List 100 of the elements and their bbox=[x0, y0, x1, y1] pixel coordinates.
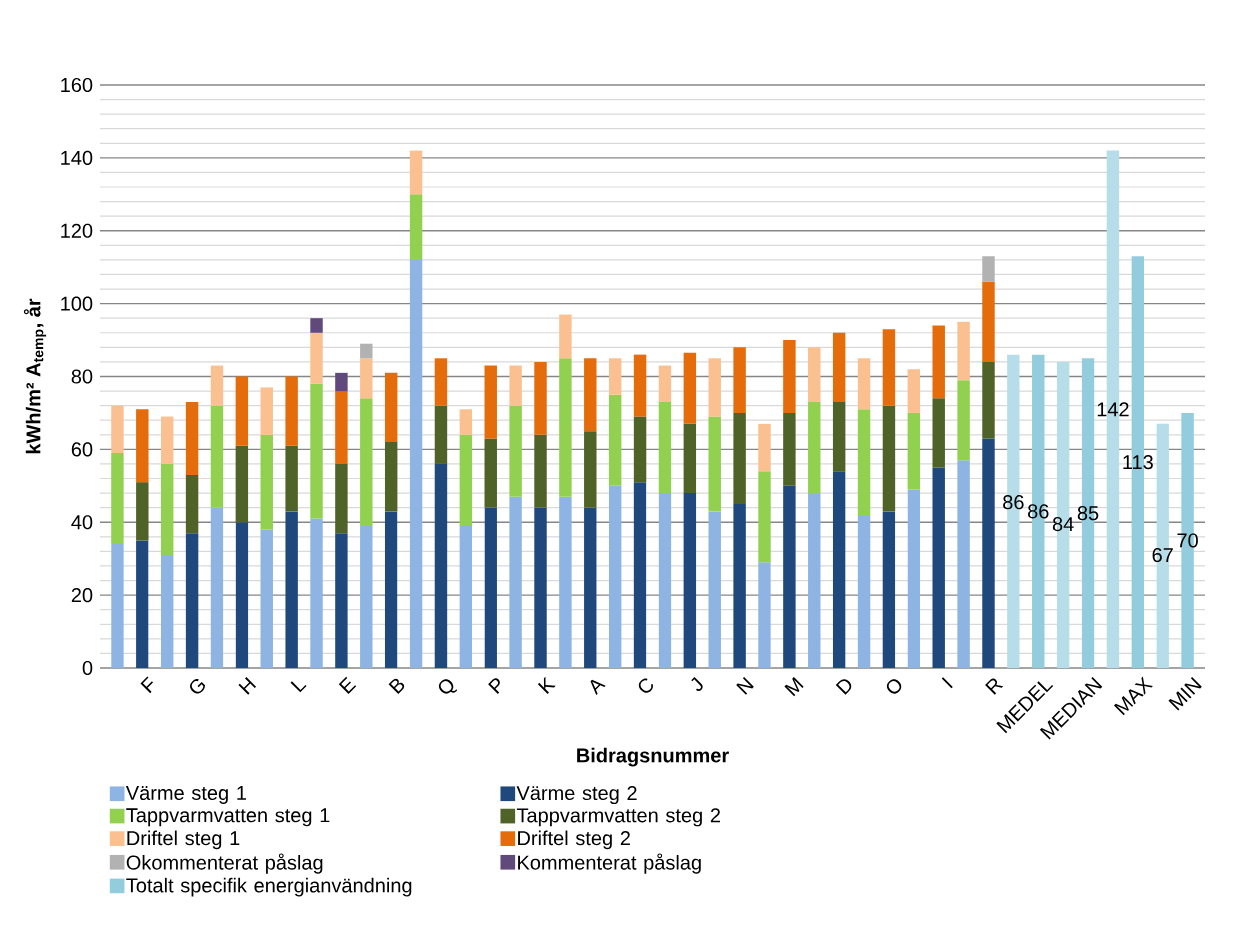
bar bbox=[285, 376, 298, 446]
bar bbox=[136, 482, 149, 541]
data-label: 86 bbox=[1003, 495, 1024, 510]
bar bbox=[783, 412, 796, 486]
bar bbox=[160, 555, 174, 668]
bar bbox=[683, 493, 697, 668]
bar bbox=[808, 347, 821, 402]
bar bbox=[758, 471, 771, 563]
y-tick-label: 120 bbox=[61, 223, 93, 238]
bar bbox=[459, 434, 473, 526]
x-tick-label: N bbox=[736, 677, 754, 695]
bar bbox=[708, 358, 721, 417]
bar bbox=[608, 394, 622, 486]
y-tick-label: 80 bbox=[71, 369, 93, 384]
bar bbox=[932, 325, 945, 399]
bar bbox=[808, 402, 821, 494]
bar bbox=[235, 376, 249, 446]
x-tick-label: H bbox=[238, 677, 257, 695]
bar bbox=[185, 533, 199, 668]
bar bbox=[932, 398, 945, 468]
data-label: 86 bbox=[1028, 504, 1049, 519]
legend-label: Driftel steg 1 bbox=[127, 830, 240, 850]
bar bbox=[584, 431, 597, 508]
bar bbox=[957, 321, 970, 381]
data-label: 113 bbox=[1123, 455, 1153, 470]
bar bbox=[808, 493, 821, 668]
bar bbox=[584, 358, 597, 432]
bar bbox=[882, 405, 896, 512]
y-tick-label: 160 bbox=[61, 77, 93, 93]
legend-label: Driftel steg 2 bbox=[518, 830, 630, 850]
x-tick-label: C bbox=[638, 678, 653, 693]
bar bbox=[584, 507, 597, 668]
bar bbox=[459, 409, 473, 435]
bar bbox=[484, 365, 497, 439]
bar bbox=[384, 372, 398, 443]
legend-label: Värme steg 1 bbox=[125, 786, 246, 804]
bar bbox=[882, 329, 896, 406]
x-tick-label: P bbox=[488, 678, 500, 694]
bar bbox=[160, 416, 174, 464]
bar bbox=[509, 405, 522, 497]
bar bbox=[857, 514, 871, 668]
bar bbox=[484, 507, 497, 668]
legend-label: Okommenterat påslag bbox=[126, 853, 323, 874]
bar bbox=[260, 387, 273, 435]
bar bbox=[534, 361, 547, 435]
bar bbox=[509, 496, 522, 668]
bar bbox=[708, 511, 721, 668]
bar bbox=[335, 533, 348, 668]
bar bbox=[360, 358, 373, 399]
bar bbox=[633, 416, 647, 483]
data-label: 85 bbox=[1077, 506, 1099, 521]
bar bbox=[982, 256, 995, 282]
legend-label: Totalt specifik energianvändning bbox=[126, 877, 412, 897]
bar bbox=[633, 482, 647, 668]
bar bbox=[857, 358, 871, 410]
bar bbox=[310, 332, 323, 384]
x-tick-label: G bbox=[190, 679, 206, 694]
x-tick-label: J bbox=[691, 676, 703, 692]
x-tick-label: A bbox=[590, 679, 606, 696]
bar bbox=[409, 259, 423, 668]
y-tick-label: 20 bbox=[71, 588, 93, 603]
y-axis-title: kWh/m² A$_{temp}$, år bbox=[23, 298, 47, 454]
x-tick-label: K bbox=[537, 676, 556, 694]
bar bbox=[185, 402, 199, 475]
x-tick-label: L bbox=[290, 681, 307, 693]
bar bbox=[882, 511, 896, 668]
bar bbox=[409, 194, 423, 260]
bar bbox=[210, 405, 224, 508]
bar bbox=[260, 529, 273, 668]
bar bbox=[733, 412, 746, 505]
bar bbox=[384, 442, 398, 512]
bar bbox=[783, 485, 796, 668]
bar bbox=[783, 340, 796, 413]
x-tick-label: Q bbox=[438, 679, 458, 694]
bar bbox=[733, 504, 746, 668]
bar bbox=[832, 471, 846, 668]
bar bbox=[758, 423, 771, 472]
y-tick-label: 40 bbox=[71, 515, 93, 530]
bar bbox=[509, 365, 522, 406]
bar bbox=[210, 507, 224, 668]
x-tick-label: M bbox=[784, 677, 804, 697]
data-label: 84 bbox=[1052, 516, 1074, 532]
bar bbox=[310, 383, 323, 519]
bar bbox=[235, 522, 249, 668]
bar bbox=[360, 525, 373, 668]
bar bbox=[683, 423, 697, 494]
x-tick-label: F bbox=[140, 676, 154, 694]
bar bbox=[384, 511, 398, 668]
bar bbox=[360, 398, 373, 526]
bar bbox=[111, 405, 124, 454]
bar bbox=[832, 332, 846, 402]
bar bbox=[285, 511, 298, 668]
bar bbox=[136, 540, 149, 668]
bar bbox=[260, 434, 273, 530]
legend-label: Tappvarmvatten steg 1 bbox=[126, 808, 330, 827]
bar bbox=[409, 150, 423, 195]
bar bbox=[982, 281, 995, 362]
bar bbox=[708, 416, 721, 512]
bar bbox=[559, 496, 572, 668]
bar bbox=[335, 463, 348, 534]
